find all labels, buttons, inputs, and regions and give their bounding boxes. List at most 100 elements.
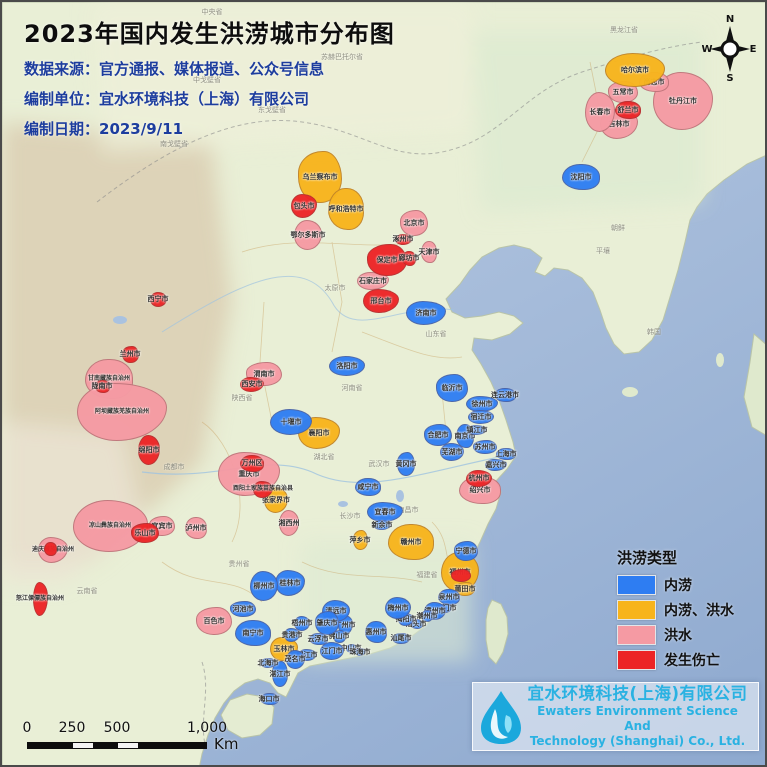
city-region-镇江市[interactable]: 镇江市 <box>467 425 488 435</box>
city-label: 肇庆市 <box>316 618 338 627</box>
city-label: 保定市 <box>376 255 398 264</box>
city-region-阿坝藏族羌族自治州[interactable]: 阿坝藏族羌族自治州 <box>77 383 167 441</box>
city-region-包头市[interactable]: 包头市 <box>291 194 317 218</box>
city-region-海口市[interactable]: 海口市 <box>259 693 280 705</box>
city-region-汕尾市[interactable]: 汕尾市 <box>391 632 412 644</box>
city-region-新余市[interactable]: 新余市 <box>372 520 393 530</box>
city-region-北海市[interactable]: 北海市 <box>258 658 279 668</box>
city-label: 江门市 <box>321 646 343 655</box>
city-region-济南市[interactable]: 济南市 <box>406 301 446 325</box>
basemap-label: 南戈壁省 <box>160 140 188 148</box>
city-region-黄冈市[interactable]: 黄冈市 <box>396 452 417 476</box>
city-region-梧州市[interactable]: 梧州市 <box>292 615 313 631</box>
city-region-桂林市[interactable]: 桂林市 <box>275 570 305 596</box>
city-region-潮州市[interactable]: 潮州市 <box>417 610 438 622</box>
city-label: 长春市 <box>589 107 611 116</box>
basemap-label: 长沙市 <box>339 512 361 520</box>
city-label: 临沂市 <box>441 383 463 392</box>
city-region-临沂市[interactable]: 临沂市 <box>436 374 468 402</box>
legend-item-sw[interactable]: 发生伤亡 <box>617 650 734 670</box>
city-region[interactable] <box>43 542 57 556</box>
city-region-苏州市[interactable]: 苏州市 <box>473 440 497 454</box>
basemap-label: 贵州省 <box>228 560 250 568</box>
city-region-百色市[interactable]: 百色市 <box>196 607 232 635</box>
city-region-万州区[interactable]: 万州区 <box>240 454 264 472</box>
city-region-西安市[interactable]: 西安市 <box>240 376 264 392</box>
city-region-咸宁市[interactable]: 咸宁市 <box>355 478 381 496</box>
city-label: 徐州市 <box>471 399 493 408</box>
city-region-萍乡市[interactable]: 萍乡市 <box>350 530 371 550</box>
compass-s: S <box>726 73 733 82</box>
basemap-label: 南昌市 <box>397 506 419 514</box>
city-label: 乌兰察布市 <box>302 172 338 181</box>
page-title: 2023年国内发生洪涝城市分布图 <box>24 20 395 48</box>
city-region-北京市[interactable]: 北京市 <box>400 210 428 236</box>
city-region-嘉兴市[interactable]: 嘉兴市 <box>485 459 507 471</box>
yangtze-river <box>141 453 515 484</box>
city-region-宁德市[interactable]: 宁德市 <box>454 541 478 561</box>
city-region-湘西州[interactable]: 湘西州 <box>279 510 300 536</box>
city-region-茂名市[interactable]: 茂名市 <box>284 649 306 669</box>
city-region-肇庆市[interactable]: 肇庆市 <box>315 611 339 635</box>
data-source-line: 数据来源：官方通报、媒体报道、公众号信息 <box>24 60 325 78</box>
poyang-lake <box>396 490 404 502</box>
city-label: 呼和浩特市 <box>328 204 364 213</box>
company-logo-box: 宜水环境科技(上海)有限公司 Ewaters Environment Scien… <box>472 682 759 751</box>
city-region-邢台市[interactable]: 邢台市 <box>363 289 399 313</box>
city-region-云浮市[interactable]: 云浮市 <box>308 633 329 645</box>
city-label: 怒江傈僳族自治州 <box>16 595 65 602</box>
city-region-惠州市[interactable]: 惠州市 <box>365 621 387 643</box>
legend-item-nl[interactable]: 内涝 <box>617 575 734 595</box>
city-region-廊坊市[interactable]: 廊坊市 <box>399 250 420 266</box>
city-region-舒兰市[interactable]: 舒兰市 <box>615 101 641 119</box>
city-region[interactable] <box>451 568 471 582</box>
city-region-涿州市[interactable]: 涿州市 <box>393 233 414 245</box>
basemap-label: 中央省 <box>201 8 223 16</box>
city-region-保定市[interactable]: 保定市 <box>367 244 407 276</box>
basemap-label: 中戈壁省 <box>193 76 221 84</box>
city-label: 苏州市 <box>474 442 496 451</box>
city-region-西宁市[interactable]: 西宁市 <box>148 291 169 307</box>
city-label: 万州区 <box>241 458 263 467</box>
city-region-杭州市[interactable]: 杭州市 <box>466 469 492 487</box>
city-region-南宁市[interactable]: 南宁市 <box>235 620 271 646</box>
city-region-江门市[interactable]: 江门市 <box>320 642 344 660</box>
city-label: 张家界市 <box>262 495 290 504</box>
city-region-泸州市[interactable]: 泸州市 <box>185 517 207 539</box>
city-label: 茂名市 <box>284 654 306 663</box>
city-region-赣州市[interactable]: 赣州市 <box>388 524 434 560</box>
city-region-绵阳市[interactable]: 绵阳市 <box>138 435 160 465</box>
city-region-怒江傈僳族自治州[interactable]: 怒江傈僳族自治州 <box>16 582 64 616</box>
city-region-宜春市[interactable]: 宜春市 <box>367 502 403 522</box>
city-region-洛阳市[interactable]: 洛阳市 <box>329 356 365 376</box>
city-region-泉州市[interactable]: 泉州市 <box>438 589 460 605</box>
city-region-呼和浩特市[interactable]: 呼和浩特市 <box>328 188 364 230</box>
city-region-兰州市[interactable]: 兰州市 <box>120 345 141 363</box>
city-region-天津市[interactable]: 天津市 <box>419 241 440 263</box>
city-label: 泸州市 <box>185 523 207 532</box>
city-region-芜湖市[interactable]: 芜湖市 <box>440 443 464 461</box>
basemap-label: 韩国 <box>647 328 661 336</box>
city-region-上海市[interactable]: 上海市 <box>496 448 517 460</box>
qinghai-lake <box>113 316 127 324</box>
city-region-鄂尔多斯市[interactable]: 鄂尔多斯市 <box>291 220 326 250</box>
city-label: 渭南市 <box>253 369 275 378</box>
scalebar-tick-1000: 1,000 <box>186 720 228 736</box>
legend-item-nlhs[interactable]: 内涝、洪水 <box>617 600 734 620</box>
city-region-陇南市[interactable]: 陇南市 <box>92 379 113 393</box>
city-region-河池市[interactable]: 河池市 <box>230 601 256 617</box>
city-region-沈阳市[interactable]: 沈阳市 <box>562 164 600 190</box>
city-label: 襄阳市 <box>308 428 330 437</box>
city-label: 宜春市 <box>374 507 396 516</box>
legend-swatch-nl <box>617 575 656 595</box>
city-region-宿迁市[interactable]: 宿迁市 <box>468 410 494 424</box>
city-label: 宁德市 <box>455 546 477 555</box>
city-region-乐山市[interactable]: 乐山市 <box>131 523 159 543</box>
legend-swatch-hs <box>617 625 656 645</box>
legend-item-hs[interactable]: 洪水 <box>617 625 734 645</box>
city-region-珠海市[interactable]: 珠海市 <box>350 648 371 656</box>
city-region-柳州市[interactable]: 柳州市 <box>250 571 278 601</box>
legend: 洪涝类型 内涝 内涝、洪水 洪水 发生伤亡 <box>617 547 734 676</box>
compass-star <box>710 26 750 72</box>
